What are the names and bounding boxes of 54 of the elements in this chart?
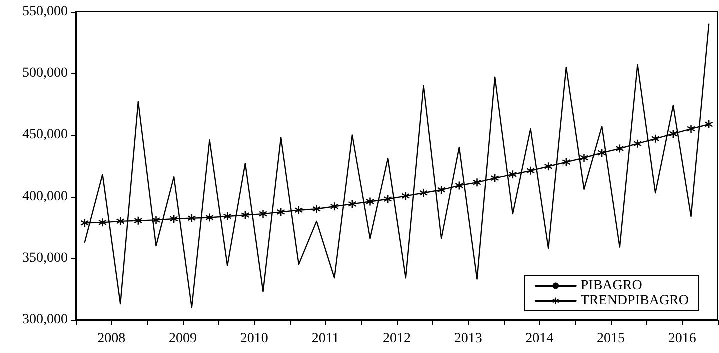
y-tick-label: 400,000 [22, 189, 68, 204]
line-series [84, 24, 710, 308]
point [508, 170, 517, 179]
x-tick-label: 2008 [98, 332, 126, 346]
point [562, 158, 570, 166]
point [80, 219, 89, 228]
point [634, 140, 642, 148]
point [705, 120, 714, 128]
point [348, 200, 356, 208]
point [259, 210, 268, 218]
x-tick-label: 2009 [169, 332, 197, 346]
point [206, 214, 214, 222]
point [473, 178, 482, 187]
point [98, 218, 107, 227]
point [687, 125, 696, 134]
point [669, 130, 678, 138]
y-tick-label: 300,000 [22, 312, 68, 328]
point [277, 208, 286, 216]
x-tick-label: 2011 [312, 332, 340, 346]
x-tick-label: 2015 [597, 332, 625, 346]
point [652, 134, 660, 143]
y-tick-label: 550,000 [22, 4, 68, 20]
point [241, 211, 250, 220]
y-tick-label: 500,000 [22, 66, 68, 82]
point [188, 214, 196, 222]
point [544, 162, 553, 171]
point [420, 189, 428, 198]
point [366, 198, 374, 206]
point [455, 182, 464, 190]
point [616, 144, 624, 153]
y-tick-label: 450,000 [22, 128, 68, 143]
x-tick-label: 2012 [383, 332, 411, 346]
point [598, 149, 606, 158]
x-tick-label: 2016 [668, 332, 696, 346]
point [312, 205, 321, 214]
point [224, 212, 232, 221]
y-tick-label: 350,000 [22, 250, 68, 266]
point [526, 166, 535, 175]
point [438, 186, 446, 194]
legend-label: PIBAGRO [580, 278, 642, 294]
point [152, 216, 160, 224]
point [294, 206, 303, 214]
point [134, 216, 142, 225]
x-tick-label: 2014 [526, 332, 554, 346]
point [170, 214, 178, 223]
point [491, 174, 500, 182]
point [384, 195, 392, 204]
point [330, 202, 339, 211]
point [116, 217, 125, 226]
legend-label: TRENDPIBAGRO [580, 294, 690, 308]
point [402, 192, 410, 200]
x-tick-label: 2013 [454, 332, 482, 346]
point [580, 154, 588, 162]
x-tick-label: 2010 [240, 332, 268, 346]
